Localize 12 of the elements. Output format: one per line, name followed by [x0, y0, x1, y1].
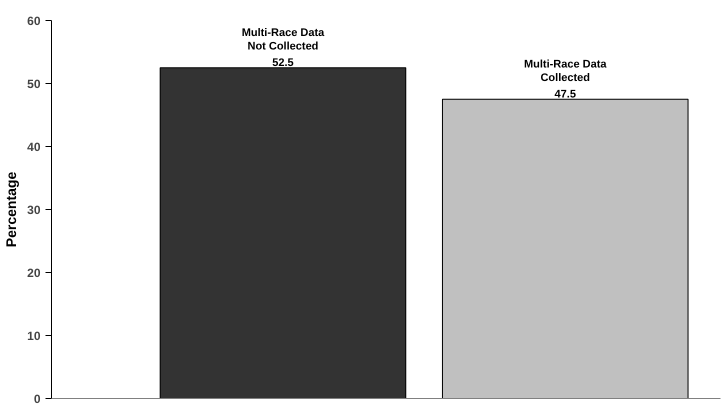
- y-tick-label: 60: [27, 14, 41, 28]
- x-tick-label: Multi-Race Data Collected: [524, 58, 608, 84]
- y-axis-title: Percentage: [3, 172, 20, 248]
- y-tick-label: 10: [27, 329, 41, 343]
- y-tick-label: 50: [27, 77, 41, 91]
- y-tick-label: 0: [34, 392, 41, 404]
- data-label: 52.5: [272, 56, 294, 69]
- y-tick-label: 40: [27, 140, 41, 154]
- data-label: 47.5: [554, 88, 576, 100]
- y-tick-label: 30: [27, 203, 41, 217]
- x-tick-label: Multi-Race Data Not Collected: [242, 26, 326, 53]
- y-tick-label: 20: [27, 266, 41, 280]
